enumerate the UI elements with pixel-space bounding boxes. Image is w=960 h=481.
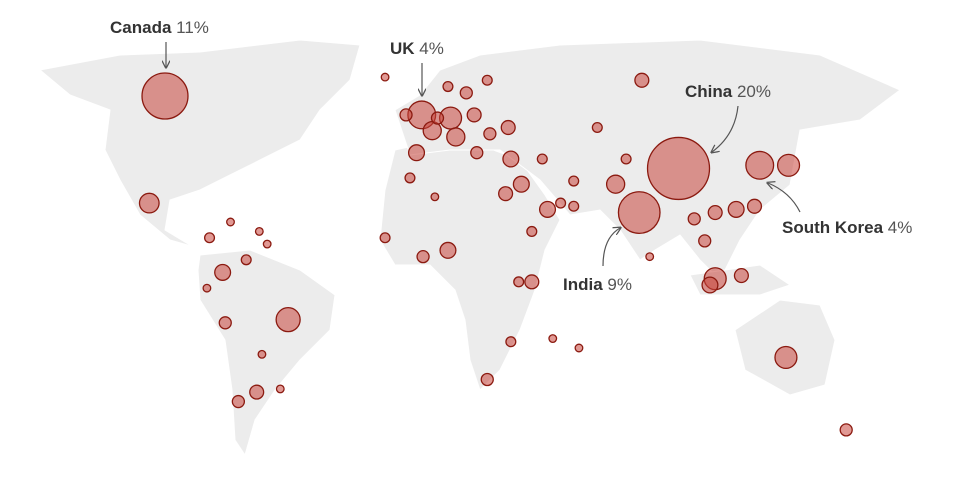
bubble [141, 72, 189, 120]
bubble [442, 80, 454, 93]
bubble [701, 276, 719, 294]
bubble [745, 150, 775, 180]
share-label: 20% [737, 82, 771, 101]
bubble [526, 225, 538, 238]
bubble [513, 276, 525, 288]
bubble [226, 217, 235, 227]
bubble [746, 198, 763, 214]
share-label: 4% [888, 218, 913, 237]
bubble [240, 254, 252, 266]
bubble [548, 334, 558, 343]
bubble [249, 384, 265, 400]
bubble [481, 74, 493, 86]
bubble [645, 252, 655, 262]
bubble [138, 192, 160, 214]
bubble [257, 349, 267, 359]
bubble [727, 200, 745, 218]
bubbles [138, 72, 853, 437]
bubble [416, 249, 430, 264]
bubble [380, 72, 390, 82]
bubble [505, 336, 517, 348]
bubble [459, 86, 473, 100]
bubble [617, 191, 661, 234]
bubble [574, 343, 584, 353]
bubble [839, 423, 853, 437]
bubble [480, 372, 494, 387]
annotations: Canada 11% UK 4% China 20% India 9% Sout… [110, 18, 912, 294]
bubble [498, 186, 514, 202]
bubble [466, 107, 482, 123]
country-name: UK [390, 39, 415, 58]
bubble [733, 267, 749, 284]
bubble [605, 174, 626, 194]
bubble [687, 212, 701, 226]
country-name: China [685, 82, 733, 101]
bubble [568, 175, 580, 187]
bubble [512, 175, 530, 193]
bubble [439, 241, 457, 259]
label-canada: Canada 11% [110, 18, 209, 37]
bubble [202, 283, 212, 293]
label-uk: UK 4% [390, 39, 444, 58]
share-label: 9% [607, 275, 632, 294]
share-label: 11% [176, 18, 209, 37]
bubble [776, 153, 801, 177]
bubble [399, 108, 413, 122]
country-name: South Korea [782, 218, 884, 237]
bubble [536, 153, 548, 165]
bubble [446, 127, 466, 147]
label-south-korea: South Korea 4% [782, 218, 912, 237]
bubble [483, 127, 497, 141]
bubble [231, 394, 246, 409]
bubble [379, 232, 391, 244]
arrow [602, 228, 620, 267]
bubble [524, 274, 540, 290]
bubble [404, 172, 416, 184]
arrow [768, 183, 801, 213]
share-label: 4% [419, 39, 444, 58]
bubble [634, 72, 650, 88]
label-india: India 9% [563, 275, 632, 294]
bubble [620, 153, 632, 165]
bubble [470, 146, 484, 160]
arrow [712, 105, 739, 152]
bubble [214, 263, 232, 281]
country-name: Canada [110, 18, 172, 37]
bubble [262, 239, 272, 249]
bubble [707, 204, 723, 221]
bubble [430, 192, 440, 202]
bubble [502, 150, 520, 168]
bubble [568, 200, 580, 212]
bubble [203, 232, 216, 244]
bubble [698, 234, 712, 248]
bubble [275, 384, 285, 394]
bubble [500, 119, 516, 136]
bubble [254, 227, 264, 236]
bubble [774, 345, 798, 370]
bubble [538, 200, 557, 218]
bubble [430, 111, 445, 125]
country-name: India [563, 275, 603, 294]
bubble [407, 144, 426, 162]
label-china: China 20% [685, 82, 771, 101]
bubble [218, 316, 232, 330]
bubble [591, 121, 603, 134]
bubble [555, 197, 567, 209]
bubble [275, 306, 301, 333]
bubble [646, 136, 711, 201]
